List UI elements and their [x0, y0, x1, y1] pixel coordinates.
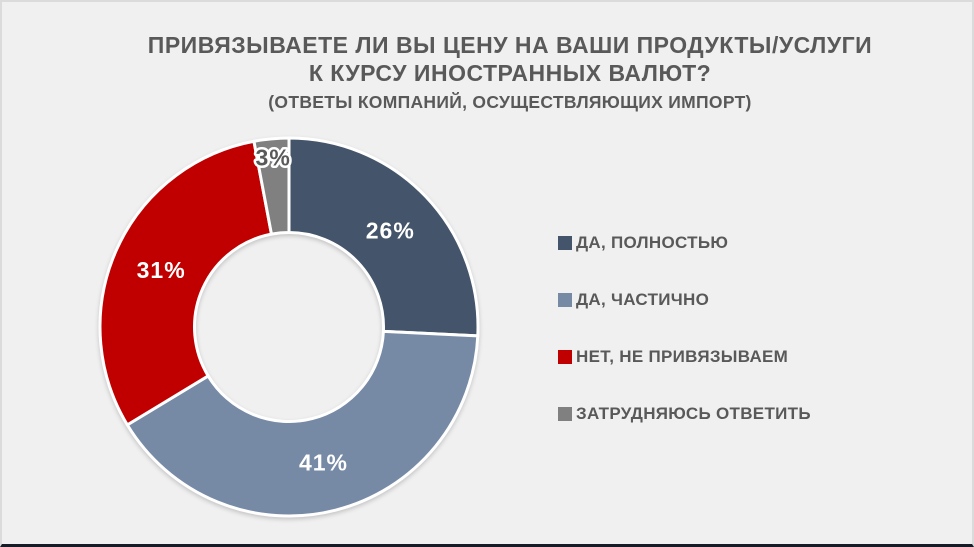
- donut-slice-label-1: 41%: [299, 450, 348, 476]
- donut-slice-label-2: 31%: [137, 257, 186, 283]
- donut-slice-2: [98, 139, 273, 427]
- legend-label: ДА, ЧАСТИЧНО: [576, 289, 710, 309]
- legend-item-yes-partially: ДА, ЧАСТИЧНО: [558, 271, 811, 328]
- chart-legend: ДА, ПОЛНОСТЬЮ ДА, ЧАСТИЧНО НЕТ, НЕ ПРИВЯ…: [558, 214, 811, 442]
- legend-label: ДА, ПОЛНОСТЬЮ: [576, 232, 729, 252]
- legend-swatch-red: [558, 349, 572, 364]
- donut-slice-label-0: 26%: [366, 217, 415, 243]
- chart-title-line-1: ПРИВЯЗЫВАЕТЕ ЛИ ВЫ ЦЕНУ НА ВАШИ ПРОДУКТЫ…: [147, 32, 873, 58]
- donut-chart: 26% 41% 31% 3%: [98, 136, 480, 518]
- legend-item-no: НЕТ, НЕ ПРИВЯЗЫВАЕМ: [558, 328, 811, 385]
- chart-title-block: ПРИВЯЗЫВАЕТЕ ЛИ ВЫ ЦЕНУ НА ВАШИ ПРОДУКТЫ…: [52, 31, 968, 113]
- donut-slice-3: [252, 136, 291, 236]
- legend-label: ЗАТРУДНЯЮСЬ ОТВЕТИТЬ: [576, 403, 811, 423]
- legend-swatch-gray: [558, 406, 572, 421]
- legend-swatch-light-blue: [558, 292, 572, 307]
- chart-subtitle: (ОТВЕТЫ КОМПАНИЙ, ОСУЩЕСТВЛЯЮЩИХ ИМПОРТ): [268, 92, 752, 112]
- donut-slice-label-3: 3%: [256, 145, 291, 171]
- legend-swatch-dark-blue: [558, 235, 572, 250]
- legend-item-yes-fully: ДА, ПОЛНОСТЬЮ: [558, 214, 811, 271]
- legend-label: НЕТ, НЕ ПРИВЯЗЫВАЕМ: [576, 346, 789, 366]
- chart-title-line-2: К КУРСУ ИНОСТРАННЫХ ВАЛЮТ?: [308, 60, 712, 86]
- donut-slice-1: [125, 329, 480, 518]
- donut-slice-labels: 26% 41% 31% 3%: [137, 142, 415, 476]
- legend-item-hard-to-answer: ЗАТРУДНЯЮСЬ ОТВЕТИТЬ: [558, 385, 811, 442]
- donut-slice-0: [287, 136, 480, 338]
- donut-slices: [98, 136, 480, 518]
